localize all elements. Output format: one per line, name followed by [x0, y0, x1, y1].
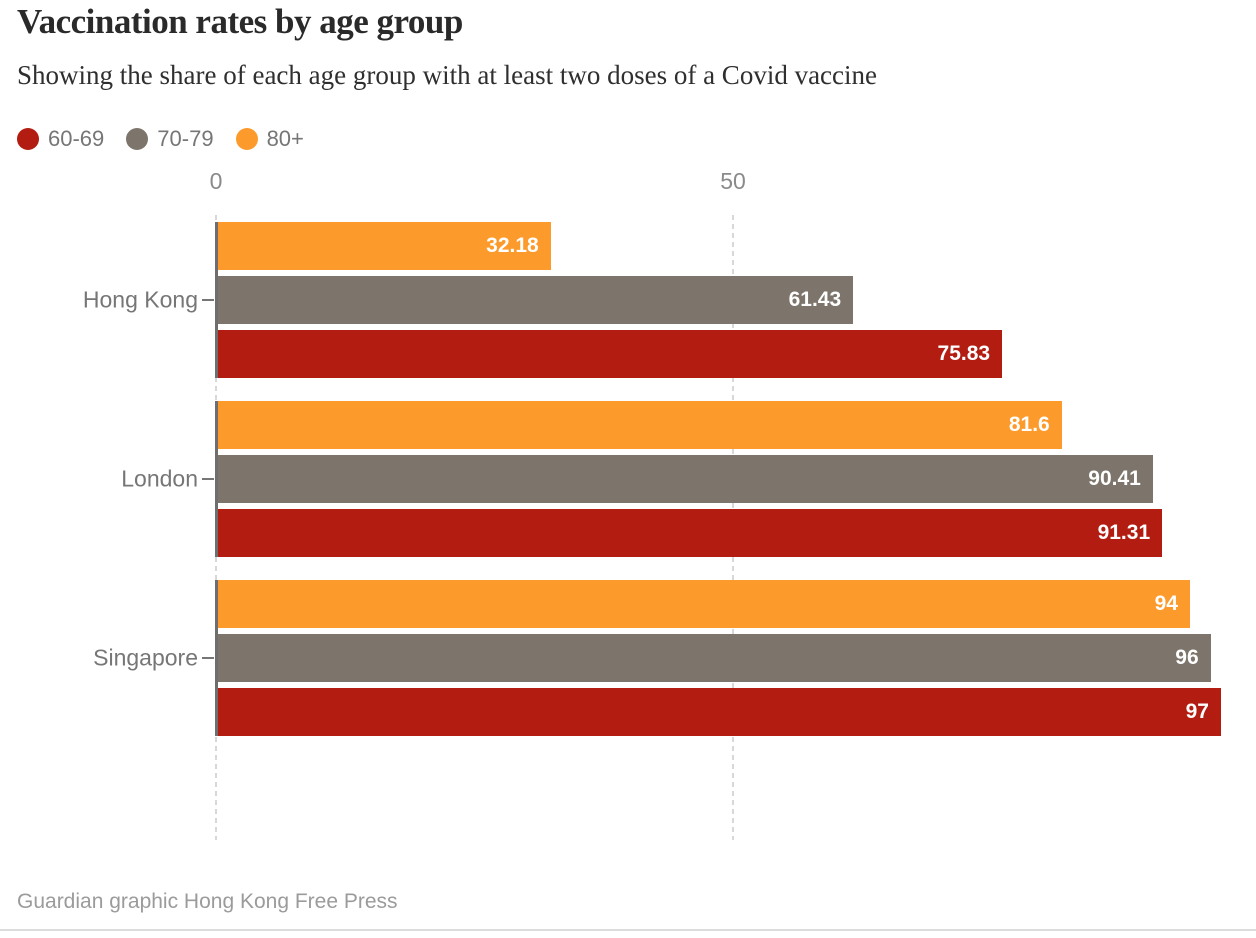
bar-value-label: 75.83	[937, 342, 991, 365]
category-tick	[202, 299, 214, 301]
bar-singapore-80+: 94	[218, 580, 1190, 628]
category-tick	[202, 657, 214, 659]
category-label: Hong Kong	[82, 286, 198, 313]
legend-label: 70-79	[157, 126, 214, 151]
axis-line-segment	[215, 580, 218, 736]
bar-london-80+: 81.6	[218, 401, 1062, 449]
axis-line-segment	[215, 401, 218, 557]
source-credit: Guardian graphic Hong Kong Free Press	[17, 890, 398, 913]
legend-item: 70-79	[126, 126, 214, 152]
x-axis-tick-label: 50	[720, 168, 746, 194]
bar-value-label: 90.41	[1088, 467, 1141, 490]
legend-item: 80+	[235, 126, 304, 152]
axis-line-segment	[215, 222, 218, 378]
legend-label: 60-69	[48, 126, 105, 151]
category-tick	[202, 478, 214, 480]
category-label: Singapore	[93, 644, 198, 671]
bar-group: Hong Kong 32.18 61.43 75.83	[0, 222, 1256, 378]
legend-item: 60-69	[17, 126, 104, 152]
bar-hong-kong-80+: 32.18	[218, 222, 551, 270]
bar-singapore-60-69: 97	[218, 688, 1221, 736]
bar-value-label: 94	[1154, 592, 1178, 615]
bar-hong-kong-70-79: 61.43	[218, 276, 854, 324]
legend-swatch-icon	[126, 128, 149, 150]
category-label: London	[121, 465, 198, 492]
bar-value-label: 96	[1175, 646, 1199, 669]
chart-subtitle: Showing the share of each age group with…	[17, 60, 878, 90]
bar-value-label: 81.6	[1008, 413, 1050, 436]
legend-swatch-icon	[235, 128, 258, 150]
bar-group: London 81.6 90.41 91.31	[0, 401, 1256, 557]
bar-value-label: 97	[1185, 700, 1209, 723]
bar-value-label: 61.43	[788, 288, 842, 311]
bar-value-label: 91.31	[1097, 521, 1151, 544]
bar-london-70-79: 90.41	[218, 455, 1153, 503]
legend-swatch-icon	[17, 128, 39, 150]
bar-singapore-70-79: 96	[218, 634, 1211, 682]
legend-label: 80+	[266, 126, 304, 151]
x-axis-tick-label: 0	[209, 168, 223, 194]
bar-value-label: 32.18	[486, 234, 539, 257]
chart-title: Vaccination rates by age group	[17, 2, 463, 41]
bar-hong-kong-60-69: 75.83	[218, 330, 1003, 378]
bar-group: Singapore 94 96 97	[0, 580, 1256, 736]
legend: 60-69 70-79 80+	[17, 126, 304, 152]
plot-area: 0 50 Hong Kong 32.18 61.43 75.83 London 81.6 90.…	[0, 168, 1256, 840]
bottom-rule	[0, 929, 1256, 931]
bar-london-60-69: 91.31	[218, 509, 1163, 557]
